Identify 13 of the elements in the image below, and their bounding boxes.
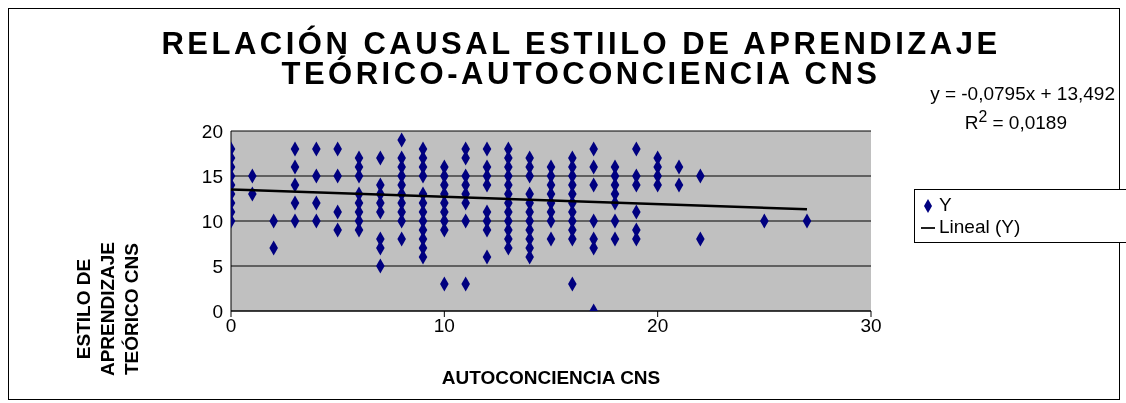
x-tick-label: 30 [860,315,882,337]
legend-label: Y [939,194,952,215]
text: R$^{2}$ = 0,0189 [964,108,1067,135]
y-tick-label: 10 [201,210,223,232]
legend-label: Lineal (Y) [939,216,1021,237]
x-tick-label: 10 [433,315,455,337]
x-tick-label: 20 [647,315,669,337]
y-tick-label: 0 [212,300,223,322]
y-tick-label: 5 [212,255,223,277]
x-axis-title: AUTOCONCIENCIA CNS [440,367,662,389]
y-tick-label: 15 [201,165,223,187]
y-tick-label: 20 [201,120,223,142]
y-axis-title: ESTILO DE APRENDIZAJE TEÓRICO CNS [72,240,143,379]
